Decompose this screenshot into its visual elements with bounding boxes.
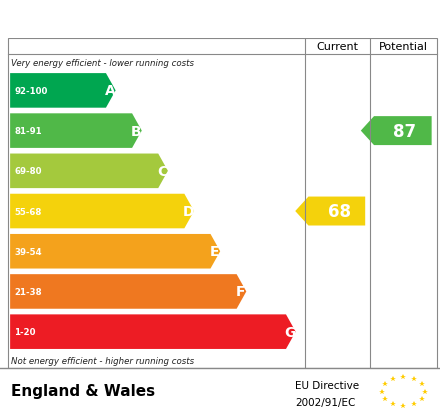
Text: 55-68: 55-68 <box>15 207 42 216</box>
Polygon shape <box>10 275 246 309</box>
Polygon shape <box>361 117 432 146</box>
Text: Current: Current <box>317 42 359 52</box>
Text: A: A <box>105 84 116 98</box>
Text: EU Directive: EU Directive <box>295 380 359 390</box>
Text: F: F <box>236 285 246 299</box>
Polygon shape <box>10 235 220 269</box>
Text: 21-38: 21-38 <box>15 287 42 296</box>
Text: G: G <box>285 325 296 339</box>
Text: 81-91: 81-91 <box>15 127 42 136</box>
Text: 69-80: 69-80 <box>15 167 42 176</box>
Text: 1-20: 1-20 <box>15 328 36 336</box>
Polygon shape <box>295 197 365 226</box>
Polygon shape <box>10 154 168 189</box>
Text: England & Wales: England & Wales <box>11 383 155 398</box>
Text: Very energy efficient - lower running costs: Very energy efficient - lower running co… <box>11 59 194 68</box>
Text: E: E <box>210 244 220 259</box>
Polygon shape <box>10 194 194 229</box>
Polygon shape <box>10 114 142 149</box>
Text: Potential: Potential <box>379 42 428 52</box>
Text: 68: 68 <box>327 202 351 221</box>
Text: 2002/91/EC: 2002/91/EC <box>295 397 355 407</box>
Text: C: C <box>158 164 168 178</box>
Text: Energy Efficiency Rating: Energy Efficiency Rating <box>11 10 270 29</box>
Text: D: D <box>183 204 194 218</box>
Text: 39-54: 39-54 <box>15 247 42 256</box>
Text: 92-100: 92-100 <box>15 87 48 96</box>
Polygon shape <box>10 315 296 349</box>
Text: Not energy efficient - higher running costs: Not energy efficient - higher running co… <box>11 356 194 365</box>
Polygon shape <box>10 74 116 109</box>
Text: 87: 87 <box>393 122 417 140</box>
Text: B: B <box>131 124 142 138</box>
